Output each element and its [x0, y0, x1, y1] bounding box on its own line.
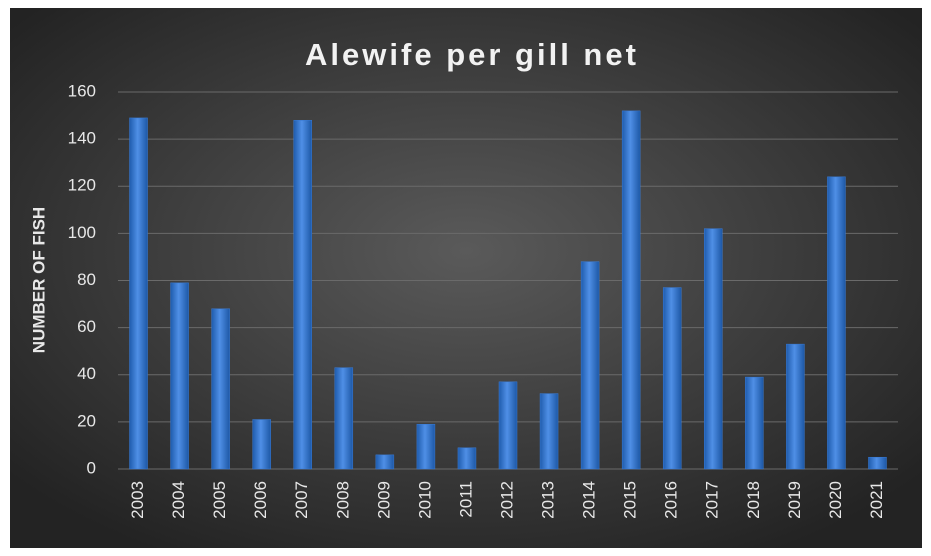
y-tick-label: 0	[87, 458, 96, 477]
x-tick-label: 2009	[374, 481, 393, 519]
y-tick-label: 160	[68, 81, 96, 100]
bar	[416, 423, 436, 470]
x-tick-label: 2015	[621, 481, 640, 519]
x-tick-label: 2013	[539, 481, 558, 519]
bar	[498, 381, 518, 470]
bar	[580, 261, 600, 470]
x-tick-label: 2014	[580, 481, 599, 519]
y-tick-label: 20	[77, 411, 96, 430]
x-tick-label: 2019	[785, 481, 804, 519]
bar	[704, 228, 723, 470]
bar	[827, 176, 846, 470]
chart-title: Alewife per gill net	[305, 37, 639, 72]
x-tick-label: 2004	[169, 481, 188, 519]
bar	[334, 367, 354, 470]
x-tick-label: 2005	[210, 481, 229, 519]
bar	[211, 308, 230, 470]
x-tick-label: 2016	[662, 481, 681, 519]
x-tick-label: 2020	[826, 481, 845, 519]
x-tick-label: 2018	[744, 481, 763, 519]
bar	[252, 419, 271, 470]
x-tick-label: 2006	[251, 481, 270, 519]
bar	[621, 110, 641, 470]
y-tick-label: 100	[68, 223, 96, 242]
x-tick-label: 2007	[292, 481, 311, 519]
y-tick-label: 60	[77, 317, 96, 336]
y-tick-label: 120	[68, 176, 96, 195]
y-tick-label: 40	[77, 364, 96, 383]
bar	[375, 454, 395, 470]
y-tick-label: 140	[68, 129, 96, 148]
bar	[868, 456, 887, 470]
x-tick-label: 2010	[415, 481, 434, 519]
x-tick-label: 2011	[456, 481, 475, 518]
x-tick-label: 2017	[703, 481, 722, 519]
bar	[786, 343, 805, 470]
bar	[129, 117, 148, 470]
bar	[457, 447, 477, 470]
y-tick-label: 80	[77, 270, 96, 289]
bar	[539, 393, 559, 470]
x-tick-label: 2012	[497, 481, 516, 519]
bar	[662, 287, 682, 470]
bar	[170, 282, 189, 470]
x-tick-label: 2003	[128, 481, 147, 519]
y-axis-label: NUMBER OF FISH	[29, 207, 48, 353]
x-tick-label: 2021	[867, 481, 886, 519]
bar	[745, 376, 764, 470]
bar	[293, 120, 312, 470]
x-tick-label: 2008	[333, 481, 352, 519]
